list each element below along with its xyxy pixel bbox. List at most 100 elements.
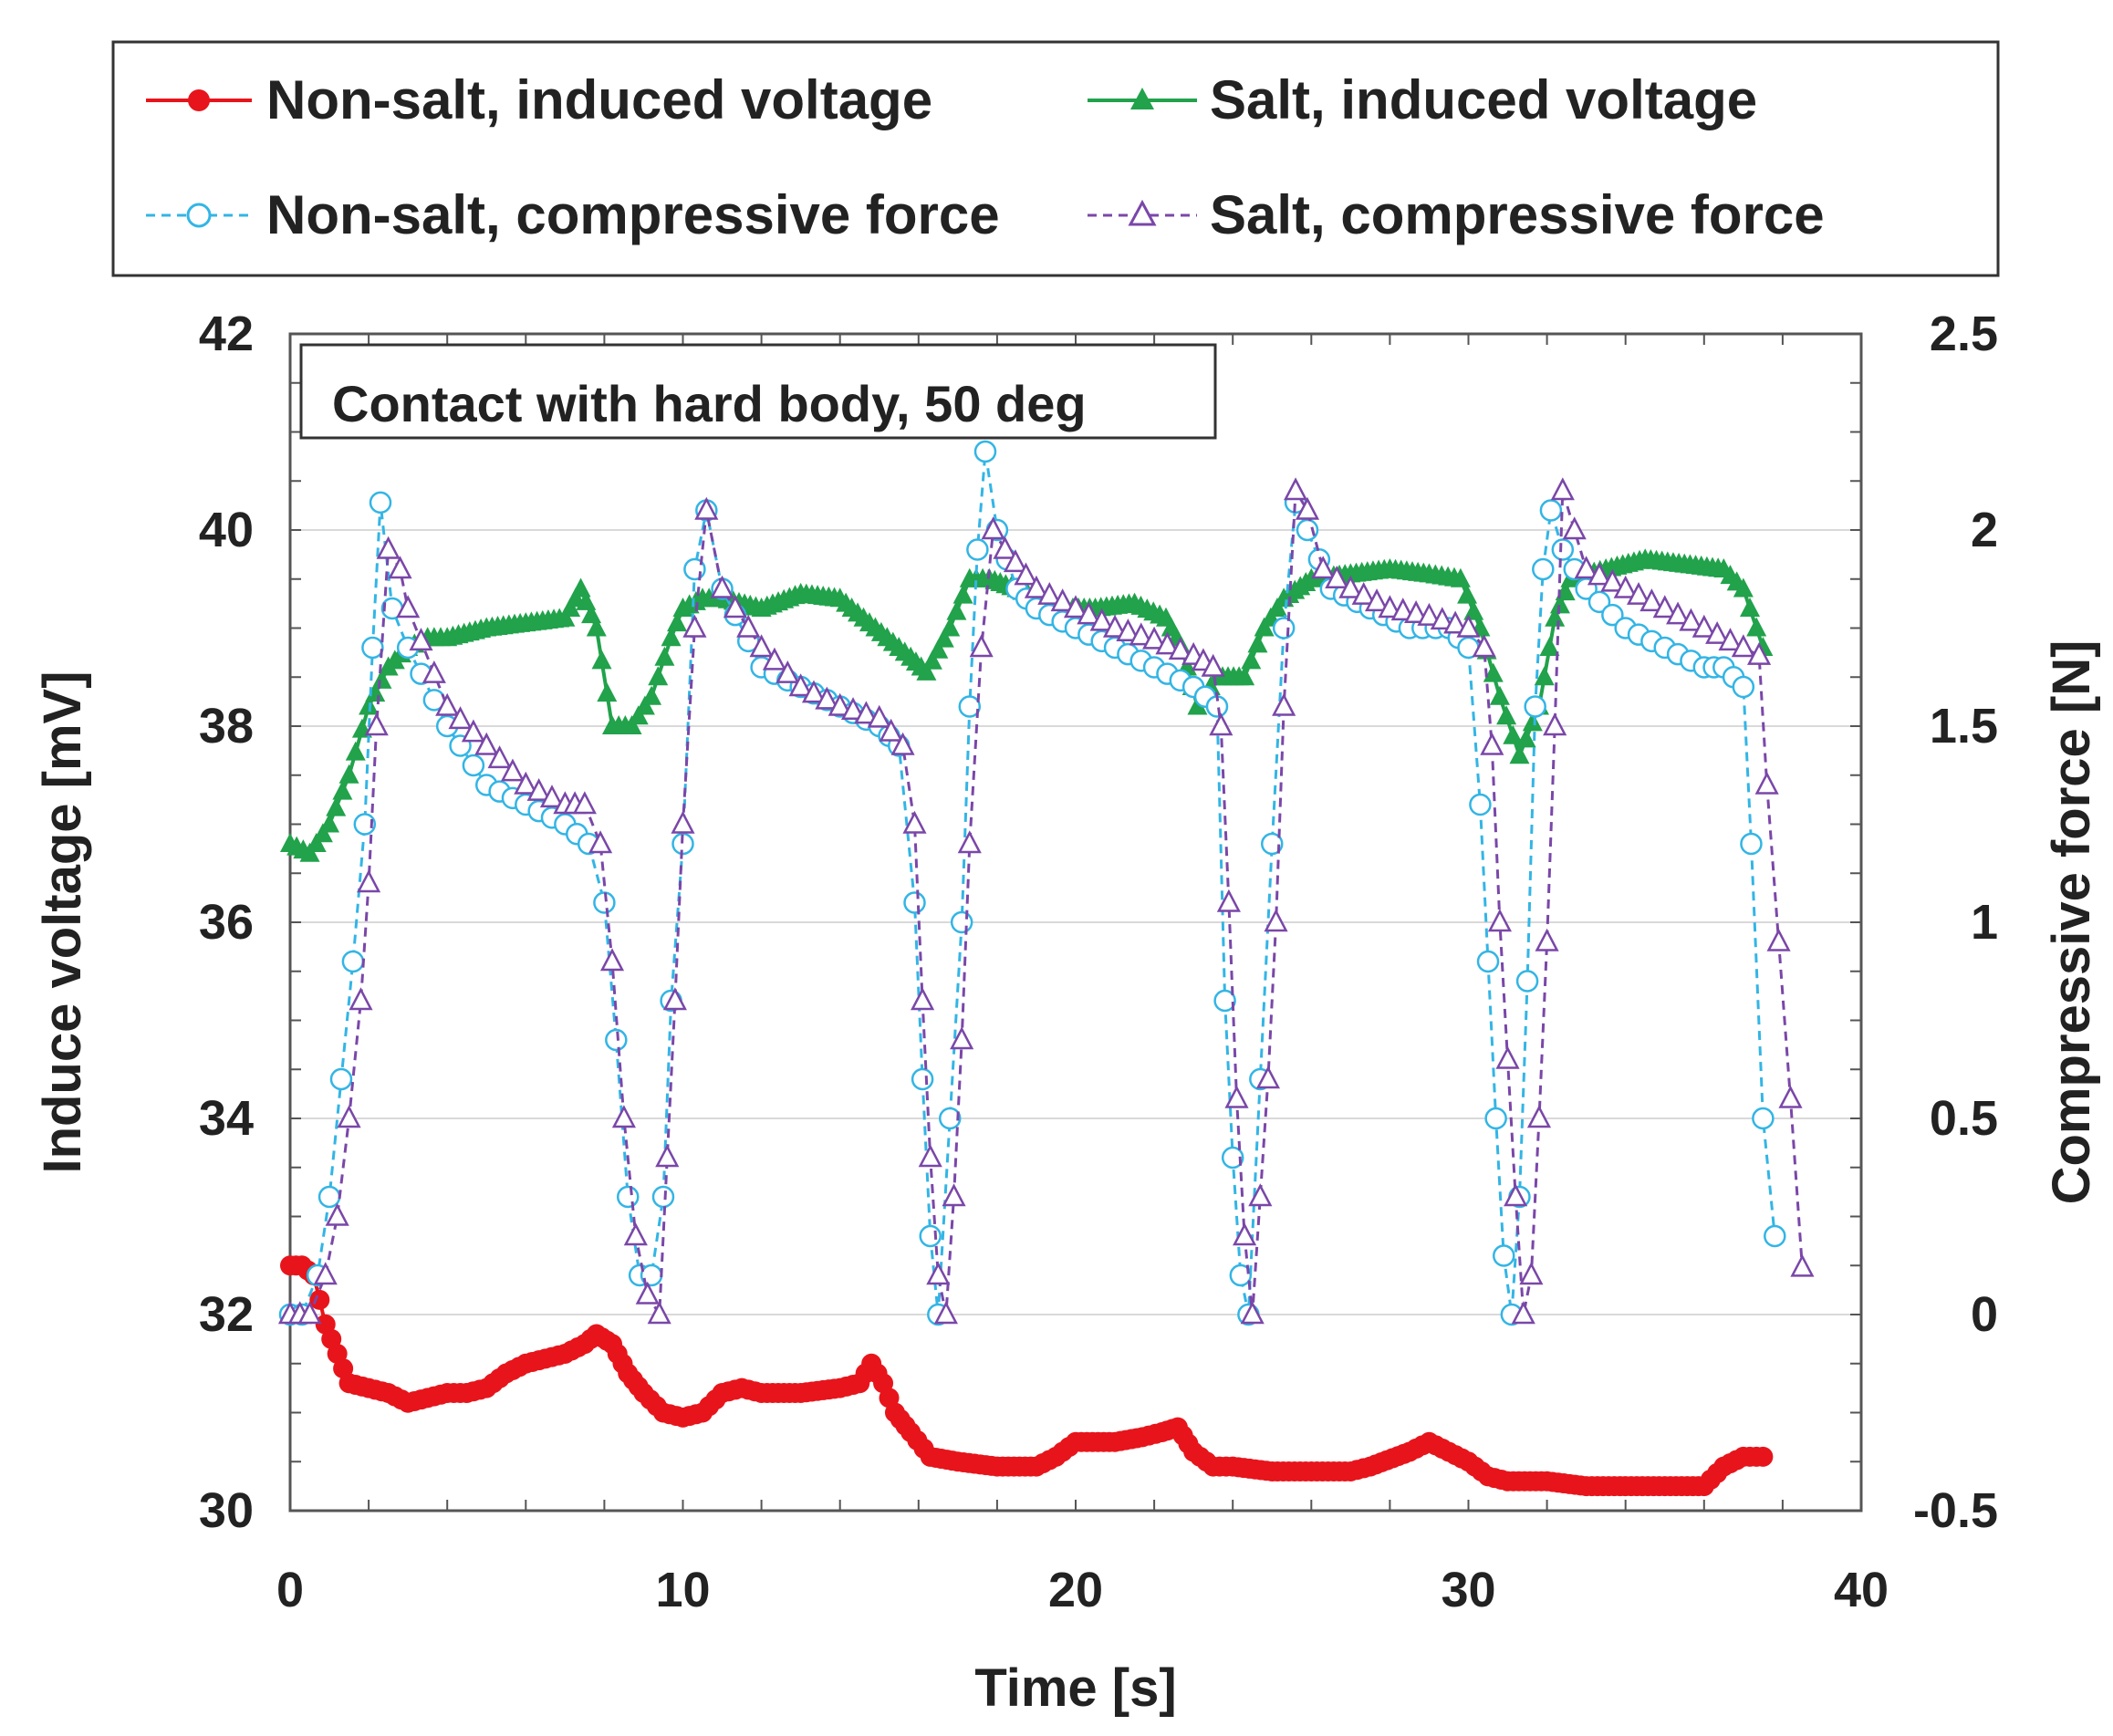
data-point: [371, 669, 392, 689]
data-point: [1295, 496, 1320, 520]
data-point: [1496, 705, 1517, 725]
data-point: [1264, 909, 1288, 932]
data-point: [928, 639, 949, 659]
data-point: [1089, 608, 1114, 631]
data-point: [1325, 566, 1349, 588]
data-point: [921, 650, 942, 670]
data-point: [933, 628, 954, 648]
data-point: [1733, 577, 1754, 598]
data-point: [1224, 1085, 1249, 1108]
data-point: [1261, 832, 1284, 856]
data-point: [1201, 653, 1225, 677]
data-point: [409, 628, 433, 651]
gridlines: [290, 529, 1861, 1315]
data-point: [1240, 1301, 1265, 1325]
data-point: [1652, 595, 1677, 619]
data-point: [1037, 581, 1062, 605]
data-point: [828, 692, 852, 716]
data-point: [1272, 692, 1296, 716]
data-point: [1545, 607, 1566, 627]
data-point: [1746, 617, 1767, 637]
data-point: [422, 660, 446, 683]
data-point: [1266, 598, 1287, 617]
data-point: [1551, 538, 1575, 561]
data-point: [641, 685, 662, 705]
data-point: [933, 1301, 959, 1325]
data-point: [1519, 1262, 1544, 1285]
data-point: [958, 695, 982, 718]
data-point: [1534, 666, 1555, 686]
data-point: [1718, 628, 1743, 651]
data-point: [1187, 695, 1208, 715]
data-point: [993, 535, 1017, 559]
data-point: [349, 987, 373, 1011]
data-point: [1522, 712, 1543, 732]
data-point: [312, 823, 333, 843]
data-point: [655, 1144, 680, 1168]
data-point: [1747, 641, 1772, 665]
x-axis-title: Time [s]: [974, 1658, 1176, 1718]
data-point: [710, 575, 734, 598]
data-point: [326, 796, 347, 816]
legend-label-nonsalt-voltage: Non-salt, induced voltage: [266, 69, 932, 130]
data-point: [1247, 633, 1268, 653]
data-point: [1587, 562, 1612, 586]
data-point: [1102, 614, 1128, 638]
data-point: [623, 1222, 648, 1246]
legend-label-salt-voltage: Salt, induced voltage: [1210, 69, 1757, 130]
y-right-tick-label: 2: [1971, 503, 1998, 557]
data-point: [1254, 617, 1275, 637]
data-point: [966, 538, 989, 561]
data-point: [1504, 1183, 1528, 1207]
x-tick-label: 30: [1441, 1563, 1495, 1617]
series-layer: [277, 440, 1815, 1497]
data-point: [1526, 1105, 1552, 1128]
axis-ticks: 30 32 34 36 38 40 42 -0.5 0 0.5 1 1.5 2 2.5 0 10 20 30 40: [199, 307, 1998, 1617]
data-point: [1600, 568, 1625, 592]
data-point: [911, 1067, 934, 1091]
data-point: [586, 617, 607, 637]
y-right-tick-label: -0.5: [1913, 1483, 1998, 1538]
data-point: [854, 701, 879, 724]
data-point: [514, 771, 538, 795]
series-0: [280, 1255, 1774, 1497]
x-tick-label: 0: [276, 1563, 304, 1617]
data-point: [1495, 1045, 1520, 1069]
data-point: [369, 491, 392, 515]
data-point: [1731, 634, 1755, 658]
data-point: [1484, 1107, 1507, 1130]
data-point: [1587, 590, 1611, 614]
data-point: [1221, 1146, 1244, 1169]
annotation-text: Contact with hard body, 50 deg: [332, 375, 1087, 432]
data-point: [1142, 626, 1167, 650]
data-point: [448, 706, 473, 730]
data-point: [749, 634, 774, 658]
data-point: [918, 1144, 942, 1168]
data-point: [588, 830, 613, 854]
data-point: [911, 987, 935, 1011]
data-point: [1753, 1446, 1774, 1467]
data-point: [1077, 601, 1101, 625]
data-point: [1511, 1301, 1535, 1325]
data-point: [634, 695, 655, 715]
data-point: [1457, 584, 1478, 604]
data-point: [1550, 477, 1575, 501]
data-point: [694, 496, 719, 520]
data-point: [1472, 634, 1496, 658]
data-point: [1443, 610, 1468, 634]
data-point: [317, 1185, 341, 1209]
data-point: [1483, 662, 1504, 682]
data-point: [1549, 594, 1570, 614]
data-point: [1063, 595, 1088, 619]
data-point: [621, 715, 642, 734]
data-point: [815, 686, 839, 710]
data-point: [364, 712, 389, 736]
data-point: [462, 754, 485, 777]
y-right-tick-label: 1: [1971, 895, 1998, 950]
data-point: [946, 600, 967, 620]
data-point: [950, 1026, 974, 1050]
data-point: [591, 650, 612, 670]
data-point: [1476, 950, 1500, 973]
data-point: [1539, 499, 1563, 522]
data-point: [1050, 588, 1075, 612]
